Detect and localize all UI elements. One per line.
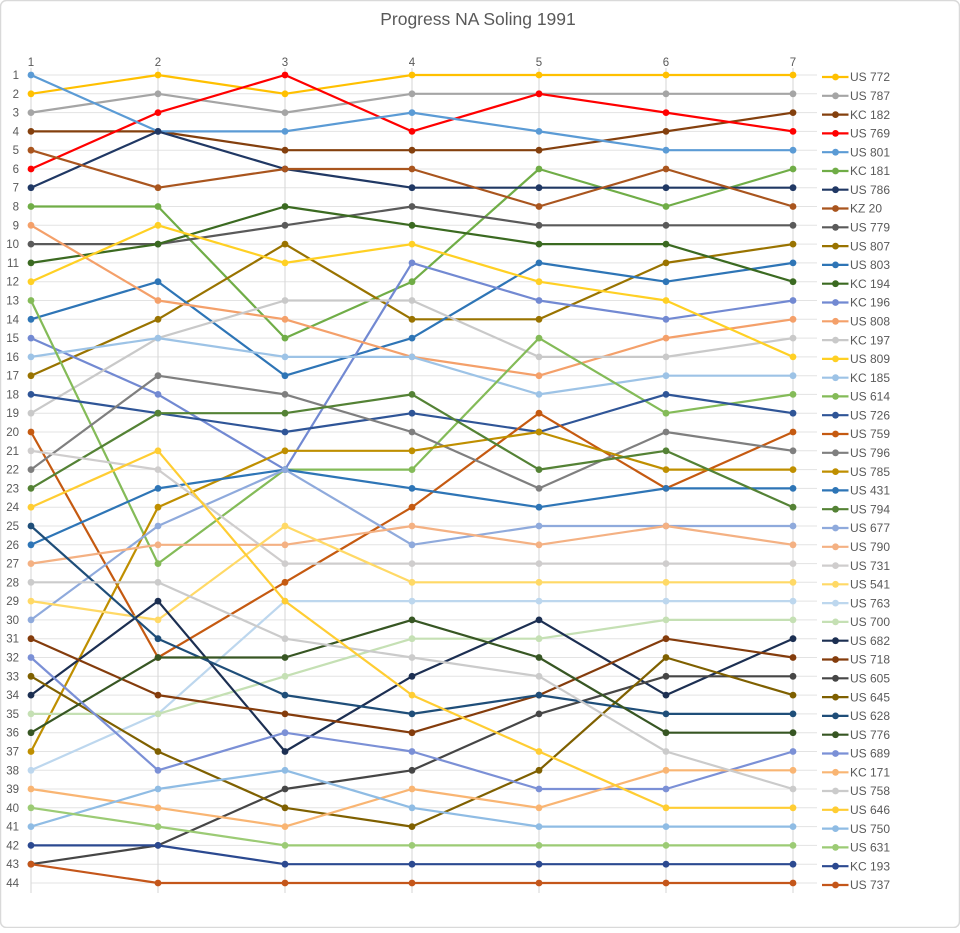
svg-text:US 758: US 758 [850,784,890,798]
svg-text:US 769: US 769 [850,127,890,141]
svg-text:US 794: US 794 [850,502,890,516]
svg-text:29: 29 [6,596,19,608]
svg-text:US 718: US 718 [850,653,890,667]
svg-text:23: 23 [6,483,19,495]
svg-text:US 731: US 731 [850,559,890,573]
svg-text:27: 27 [6,559,19,571]
svg-text:30: 30 [6,615,19,627]
svg-text:KC 181: KC 181 [850,164,890,178]
svg-text:7: 7 [13,183,19,195]
svg-text:US 809: US 809 [850,352,890,366]
svg-text:15: 15 [6,333,19,345]
svg-text:42: 42 [6,840,19,852]
svg-text:US 759: US 759 [850,427,890,441]
svg-text:US 689: US 689 [850,747,890,761]
svg-text:12: 12 [6,277,19,289]
svg-text:41: 41 [6,822,19,834]
svg-text:US 628: US 628 [850,709,890,723]
svg-text:24: 24 [6,502,19,514]
svg-text:37: 37 [6,747,19,759]
svg-text:43: 43 [6,859,19,871]
svg-text:9: 9 [13,220,19,232]
svg-text:22: 22 [6,465,19,477]
svg-text:6: 6 [663,57,669,69]
svg-text:18: 18 [6,389,19,401]
svg-text:40: 40 [6,803,19,815]
svg-text:2: 2 [155,57,161,69]
svg-text:20: 20 [6,427,19,439]
svg-text:US 779: US 779 [850,221,890,235]
svg-text:US 772: US 772 [850,70,890,84]
svg-text:KC 171: KC 171 [850,766,890,780]
svg-text:28: 28 [6,577,19,589]
svg-text:US 646: US 646 [850,803,890,817]
svg-text:KC 182: KC 182 [850,108,890,122]
svg-text:US 431: US 431 [850,484,890,498]
svg-text:17: 17 [6,371,19,383]
svg-text:KC 196: KC 196 [850,296,890,310]
svg-text:Progress NA Soling 1991: Progress NA Soling 1991 [380,9,576,29]
svg-text:US 737: US 737 [850,878,890,892]
svg-text:39: 39 [6,784,19,796]
svg-text:KC 185: KC 185 [850,371,890,385]
svg-text:US 541: US 541 [850,578,890,592]
svg-text:3: 3 [13,108,19,120]
svg-text:US 605: US 605 [850,672,890,686]
svg-text:35: 35 [6,709,19,721]
svg-text:US 796: US 796 [850,446,890,460]
svg-text:3: 3 [282,57,288,69]
svg-text:7: 7 [790,57,796,69]
svg-text:US 645: US 645 [850,690,890,704]
svg-text:KC 193: KC 193 [850,859,890,873]
svg-text:44: 44 [6,878,19,890]
svg-text:21: 21 [6,446,19,458]
svg-text:US 786: US 786 [850,183,890,197]
svg-text:US 801: US 801 [850,145,890,159]
svg-text:26: 26 [6,540,19,552]
svg-text:33: 33 [6,671,19,683]
svg-text:KZ 20: KZ 20 [850,202,882,216]
svg-text:4: 4 [13,126,20,138]
svg-text:KC 194: KC 194 [850,277,890,291]
svg-text:1: 1 [28,57,34,69]
svg-text:US 790: US 790 [850,540,890,554]
svg-text:38: 38 [6,765,19,777]
svg-text:US 631: US 631 [850,841,890,855]
svg-text:10: 10 [6,239,19,251]
svg-text:19: 19 [6,408,19,420]
svg-text:1: 1 [13,70,19,82]
svg-text:25: 25 [6,521,19,533]
svg-text:US 726: US 726 [850,408,890,422]
svg-text:31: 31 [6,634,19,646]
svg-text:US 807: US 807 [850,239,890,253]
svg-text:US 803: US 803 [850,258,890,272]
svg-text:34: 34 [6,690,19,702]
svg-text:KC 197: KC 197 [850,333,890,347]
svg-text:US 677: US 677 [850,521,890,535]
svg-text:5: 5 [536,57,542,69]
svg-text:36: 36 [6,728,19,740]
svg-text:2: 2 [13,89,19,101]
svg-text:16: 16 [6,352,19,364]
svg-text:14: 14 [6,314,19,326]
svg-text:32: 32 [6,653,19,665]
svg-text:6: 6 [13,164,19,176]
svg-text:4: 4 [409,57,416,69]
svg-text:US 682: US 682 [850,634,890,648]
svg-text:US 776: US 776 [850,728,890,742]
svg-text:13: 13 [6,296,19,308]
svg-text:US 750: US 750 [850,822,890,836]
svg-text:US 763: US 763 [850,596,890,610]
svg-text:US 614: US 614 [850,390,890,404]
svg-text:5: 5 [13,145,19,157]
svg-text:US 787: US 787 [850,89,890,103]
svg-text:US 785: US 785 [850,465,890,479]
svg-text:US 808: US 808 [850,315,890,329]
svg-text:8: 8 [13,202,19,214]
svg-text:11: 11 [7,258,19,270]
svg-text:US 700: US 700 [850,615,890,629]
